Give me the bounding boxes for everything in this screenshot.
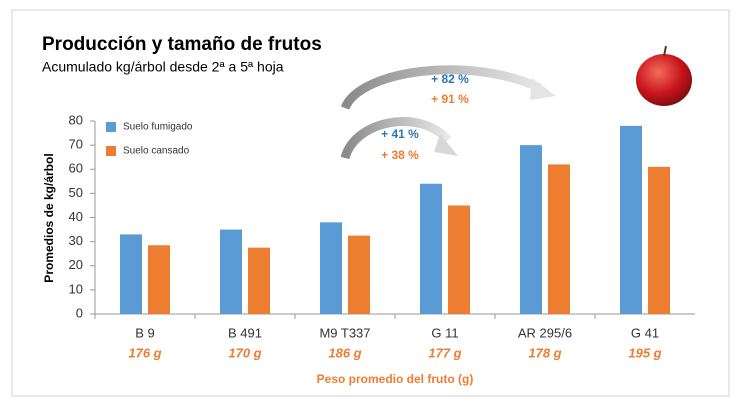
bar bbox=[320, 222, 342, 314]
apple bbox=[636, 54, 692, 106]
annotation: + 91 % bbox=[431, 92, 469, 106]
legend-label: Suelo cansado bbox=[123, 146, 190, 157]
bar bbox=[248, 247, 270, 314]
y-tick-label: 50 bbox=[69, 185, 83, 200]
bar bbox=[348, 235, 370, 314]
x-tick-label: B 491 bbox=[228, 325, 262, 340]
y-tick-label: 30 bbox=[69, 233, 83, 248]
x-tick-label: AR 295/6 bbox=[518, 325, 572, 340]
y-tick-label: 40 bbox=[69, 209, 83, 224]
bar bbox=[220, 229, 242, 314]
legend-label: Suelo fumigado bbox=[123, 122, 193, 133]
bar bbox=[520, 145, 542, 314]
legend-swatch bbox=[106, 146, 116, 156]
y-tick-label: 70 bbox=[69, 137, 83, 152]
x-tick-label: G 41 bbox=[631, 325, 659, 340]
bar bbox=[148, 245, 170, 314]
chart-subtitle: Acumulado kg/árbol desde 2ª a 5ª hoja bbox=[42, 59, 284, 75]
bar bbox=[448, 205, 470, 314]
x-tick-label: M9 T337 bbox=[319, 325, 370, 340]
y-tick-label: 10 bbox=[69, 281, 83, 296]
x-tick-label: B 9 bbox=[135, 325, 155, 340]
arc-arrow bbox=[340, 117, 452, 160]
frame bbox=[11, 9, 730, 397]
bar bbox=[620, 125, 642, 314]
arc-arrow bbox=[340, 65, 542, 111]
fruit-weight: 186 g bbox=[328, 345, 361, 360]
fruit-weight: 178 g bbox=[528, 345, 561, 360]
bar bbox=[120, 234, 142, 314]
apple-stem bbox=[663, 45, 667, 57]
y-tick-label: 80 bbox=[69, 112, 83, 127]
fruit-weight: 195 g bbox=[628, 345, 661, 360]
y-tick-label: 60 bbox=[69, 161, 83, 176]
fruit-weight: 176 g bbox=[128, 345, 161, 360]
annotation: + 82 % bbox=[431, 72, 469, 86]
bar bbox=[648, 166, 670, 314]
y-tick-label: 0 bbox=[76, 305, 83, 320]
x-tick-label: G 11 bbox=[431, 325, 458, 340]
bar bbox=[420, 183, 442, 314]
annotation: + 38 % bbox=[381, 148, 419, 162]
arrow-head bbox=[530, 78, 556, 100]
x-axis-label: Peso promedio del fruto (g) bbox=[317, 372, 474, 386]
bar bbox=[548, 164, 570, 314]
y-tick-label: 20 bbox=[69, 257, 83, 272]
arrow-head bbox=[434, 134, 458, 156]
chart-title: Producción y tamaño de frutos bbox=[42, 34, 322, 55]
annotation: + 41 % bbox=[381, 127, 419, 141]
fruit-weight: 177 g bbox=[428, 345, 461, 360]
y-axis-label: Promedios de kg/árbol bbox=[42, 153, 56, 282]
legend-swatch bbox=[106, 122, 116, 132]
fruit-weight: 170 g bbox=[228, 345, 261, 360]
